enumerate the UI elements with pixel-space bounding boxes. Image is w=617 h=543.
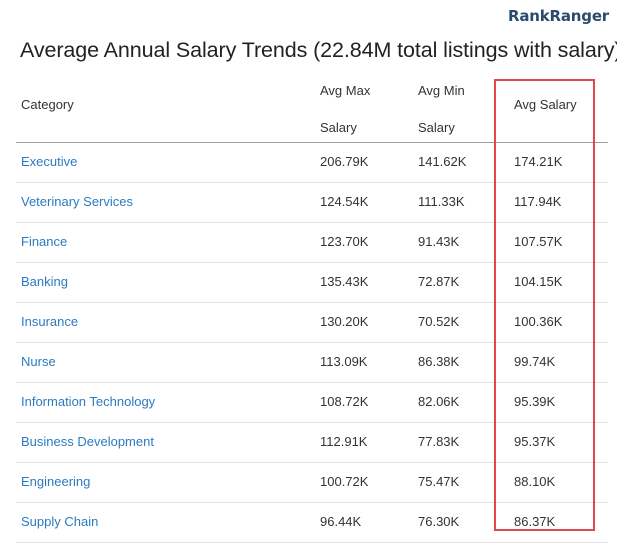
avg-min-cell: 82.06K bbox=[418, 394, 460, 409]
avg-min-cell: 76.30K bbox=[418, 514, 460, 529]
avg-salary-cell: 86.37K bbox=[514, 514, 556, 529]
avg-min-cell: 111.33K bbox=[418, 194, 465, 209]
avg-min-cell: 86.38K bbox=[418, 354, 460, 369]
table-row: Engineering 100.72K 75.47K 88.10K bbox=[16, 463, 608, 503]
category-link[interactable]: Information Technology bbox=[21, 394, 156, 409]
table-row: Nurse 113.09K 86.38K 99.74K bbox=[16, 343, 608, 383]
avg-salary-cell: 95.39K bbox=[514, 394, 556, 409]
table-row: Banking 135.43K 72.87K 104.15K bbox=[16, 263, 608, 303]
page-title: Average Annual Salary Trends (22.84M tot… bbox=[20, 38, 617, 62]
category-link[interactable]: Finance bbox=[21, 234, 68, 249]
header-avg-max-line2: Salary bbox=[320, 120, 357, 135]
category-link[interactable]: Engineering bbox=[21, 474, 91, 489]
avg-max-cell: 206.79K bbox=[320, 154, 369, 169]
avg-salary-cell: 174.21K bbox=[514, 154, 563, 169]
avg-salary-cell: 99.74K bbox=[514, 354, 556, 369]
avg-max-cell: 112.91K bbox=[320, 434, 368, 449]
category-link[interactable]: Executive bbox=[21, 154, 78, 169]
header-avg-min-line2: Salary bbox=[418, 120, 455, 135]
avg-max-cell: 123.70K bbox=[320, 234, 369, 249]
avg-salary-cell: 95.37K bbox=[514, 434, 556, 449]
avg-max-cell: 100.72K bbox=[320, 474, 369, 489]
brand-logo: RankRanger bbox=[508, 7, 609, 25]
table-row: Information Technology 108.72K 82.06K 95… bbox=[16, 383, 608, 423]
avg-max-cell: 96.44K bbox=[320, 514, 362, 529]
avg-min-cell: 72.87K bbox=[418, 274, 460, 289]
table-row: Insurance 130.20K 70.52K 100.36K bbox=[16, 303, 608, 343]
table-row: Executive 206.79K 141.62K 174.21K bbox=[16, 143, 608, 183]
avg-max-cell: 108.72K bbox=[320, 394, 369, 409]
category-link[interactable]: Veterinary Services bbox=[21, 194, 133, 209]
table-row: Veterinary Services 124.54K 111.33K 117.… bbox=[16, 183, 608, 223]
header-category: Category bbox=[21, 97, 74, 112]
salary-table: Category Avg Max Salary Avg Min Salary A… bbox=[16, 72, 608, 543]
table-row: Supply Chain 96.44K 76.30K 86.37K bbox=[16, 503, 608, 543]
avg-salary-cell: 117.94K bbox=[514, 194, 562, 209]
avg-max-cell: 113.09K bbox=[320, 354, 368, 369]
avg-min-cell: 141.62K bbox=[418, 154, 467, 169]
category-link[interactable]: Supply Chain bbox=[21, 514, 99, 529]
table-row: Business Development 112.91K 77.83K 95.3… bbox=[16, 423, 608, 463]
category-link[interactable]: Banking bbox=[21, 274, 68, 289]
table-header: Category Avg Max Salary Avg Min Salary A… bbox=[16, 72, 608, 143]
avg-salary-cell: 88.10K bbox=[514, 474, 556, 489]
avg-max-cell: 135.43K bbox=[320, 274, 369, 289]
avg-salary-cell: 104.15K bbox=[514, 274, 563, 289]
avg-max-cell: 124.54K bbox=[320, 194, 369, 209]
brand-logo-part1: Rank bbox=[508, 7, 550, 25]
table-row: Finance 123.70K 91.43K 107.57K bbox=[16, 223, 608, 263]
category-link[interactable]: Insurance bbox=[21, 314, 79, 329]
avg-salary-cell: 100.36K bbox=[514, 314, 563, 329]
header-avg-salary: Avg Salary bbox=[514, 97, 577, 112]
brand-logo-part2: Ranger bbox=[549, 7, 610, 25]
avg-min-cell: 77.83K bbox=[418, 434, 460, 449]
header-avg-min: Avg Min Salary bbox=[418, 72, 465, 146]
header-avg-max: Avg Max Salary bbox=[320, 72, 370, 146]
category-link[interactable]: Business Development bbox=[21, 434, 154, 449]
avg-salary-cell: 107.57K bbox=[514, 234, 563, 249]
avg-min-cell: 91.43K bbox=[418, 234, 460, 249]
category-link[interactable]: Nurse bbox=[21, 354, 56, 369]
table-body: Executive 206.79K 141.62K 174.21K Veteri… bbox=[16, 143, 608, 543]
header-avg-max-line1: Avg Max bbox=[320, 83, 371, 98]
header-avg-min-line1: Avg Min bbox=[418, 83, 465, 98]
avg-min-cell: 75.47K bbox=[418, 474, 460, 489]
avg-max-cell: 130.20K bbox=[320, 314, 369, 329]
avg-min-cell: 70.52K bbox=[418, 314, 460, 329]
